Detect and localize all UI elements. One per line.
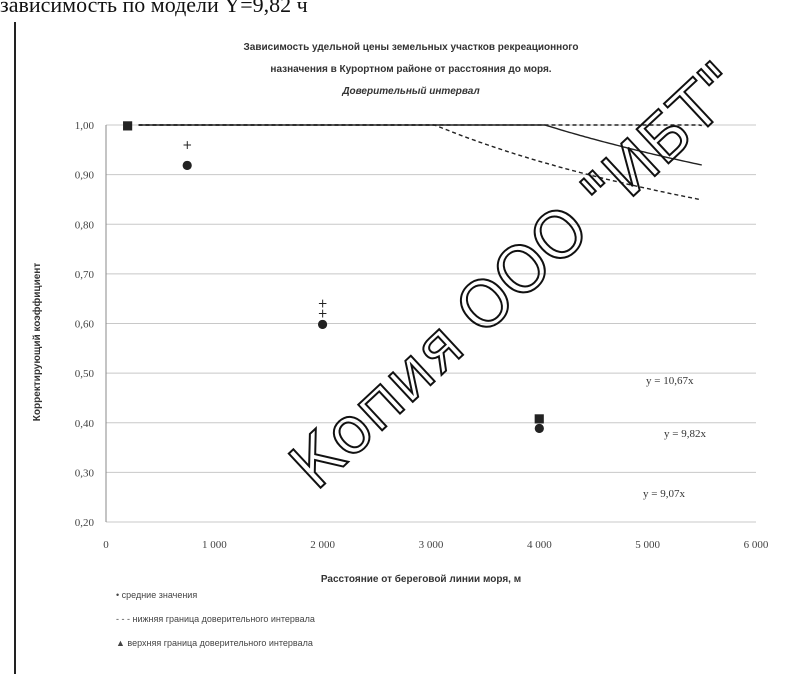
- equation-upper: y = 10,67x: [646, 375, 694, 387]
- chart-title-line-3: Доверительный интервал: [341, 86, 480, 97]
- data-point-marker: ●: [317, 317, 327, 331]
- x-tick-label: 6 000: [744, 539, 769, 551]
- points-group: ■+●++●■●: [122, 118, 545, 435]
- x-tick-label: 0: [103, 539, 109, 551]
- data-point-marker: ■: [122, 118, 133, 132]
- x-tick-label: 4 000: [527, 539, 552, 551]
- x-tick-label: 1 000: [202, 539, 227, 551]
- series-lower-line: [138, 124, 702, 201]
- equation-lower: y = 9,07x: [643, 488, 685, 500]
- legend-item-mean: • средние значения: [116, 590, 197, 600]
- x-tick-label: 3 000: [419, 539, 444, 551]
- data-point-marker: ●: [182, 158, 192, 172]
- y-tick-label: 0,80: [75, 219, 95, 231]
- x-tick-label: 5 000: [635, 539, 660, 551]
- y-tick-label: 0,60: [75, 319, 95, 331]
- equation-mid: y = 9,82x: [664, 428, 706, 440]
- ticks-group: 1,00 0,90 0,80 0,70 0,60 0,50 0,40 0,30 0,20 0 1 0…: [75, 120, 769, 551]
- data-point-marker: ●: [534, 421, 544, 435]
- grid: [105, 124, 756, 523]
- y-tick-label: 1,00: [75, 120, 95, 132]
- y-tick-label: 0,50: [75, 368, 95, 380]
- x-axis-label: Расстояние от береговой линии моря, м: [321, 573, 521, 585]
- regression-chart: Зависимость удельной цены земельных учас…: [31, 42, 769, 648]
- data-point-marker: +: [318, 297, 328, 311]
- y-tick-label: 0,90: [75, 170, 95, 182]
- series-group: [138, 124, 702, 201]
- data-point-marker: +: [318, 307, 328, 321]
- y-tick-label: 0,70: [75, 269, 95, 281]
- top-caption: зависимость по модели Y=9,82 ч: [0, 0, 308, 17]
- legend-item-upper: ▲ верхняя граница доверительного интерва…: [116, 638, 313, 648]
- data-point-marker: +: [182, 138, 192, 152]
- chart-title-line-2: назначения в Курортном районе от расстоя…: [270, 64, 551, 75]
- y-tick-label: 0,20: [75, 517, 95, 529]
- data-point-marker: ■: [534, 411, 545, 425]
- legend-item-lower: - - - нижняя граница доверительного инте…: [116, 614, 315, 624]
- y-tick-label: 0,40: [75, 418, 95, 430]
- chart-title-line-1: Зависимость удельной цены земельных учас…: [244, 42, 579, 53]
- chart-frame: Зависимость удельной цены земельных учас…: [14, 22, 776, 674]
- y-tick-label: 0,30: [75, 467, 95, 479]
- x-tick-label: 2 000: [310, 539, 335, 551]
- y-axis-label: Корректирующий коэффициент: [31, 263, 43, 422]
